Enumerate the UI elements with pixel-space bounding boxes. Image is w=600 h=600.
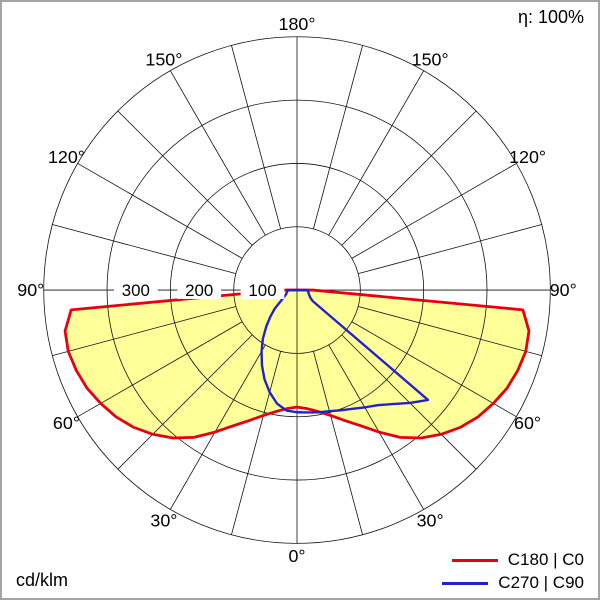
legend-line-blue — [442, 581, 489, 585]
efficiency-label: η: 100% — [517, 7, 584, 27]
legend-item-c270-c90: C270 | C90 — [442, 573, 584, 593]
grid-spoke — [117, 110, 253, 246]
tick-label-bg — [240, 280, 285, 300]
grid-spoke — [231, 45, 282, 229]
angle-label: 90° — [17, 280, 44, 300]
grid-spoke — [358, 224, 542, 275]
angle-label: 60° — [53, 413, 80, 433]
legend-item-c180-c0: C180 | C0 — [442, 550, 584, 570]
tick-label-bg — [177, 280, 222, 300]
angle-label: 0° — [288, 546, 305, 566]
angle-labels: 0° 30° 30° 60° 60° 90° 90° 120° 120° 150° 150° 180° — [17, 14, 576, 566]
angle-label: 120° — [509, 147, 546, 167]
polar-grid — [43, 36, 551, 544]
angle-label: 150° — [412, 49, 449, 69]
series-curve-0 — [63, 288, 531, 440]
angle-label: 180° — [279, 14, 316, 34]
grid-spoke — [341, 110, 477, 246]
grid-spoke — [52, 306, 236, 357]
angle-label: 30° — [150, 511, 177, 531]
grid-spoke — [77, 163, 243, 259]
legend-label-c180-c0: C180 | C0 — [507, 550, 584, 569]
grid-spoke — [231, 351, 282, 535]
grid-spoke — [313, 351, 363, 535]
grid-spoke — [170, 344, 266, 510]
radial-tick-label: 200 — [185, 281, 213, 300]
grid-spoke — [328, 344, 425, 510]
angle-label: 60° — [514, 413, 541, 433]
legend: C180 | C0 C270 | C90 — [442, 550, 584, 593]
angle-label: 120° — [48, 147, 85, 167]
grid-spoke — [170, 70, 266, 236]
grid-spoke — [77, 321, 243, 418]
grid-spoke — [328, 70, 425, 236]
grid-spoke — [351, 321, 517, 418]
radial-tick-label: 300 — [122, 281, 150, 300]
angle-label: 30° — [417, 511, 444, 531]
grid-spoke — [52, 224, 236, 275]
grid-spoke — [351, 163, 517, 259]
grid-spoke — [358, 306, 542, 357]
unit-label: cd/klm — [16, 570, 69, 590]
tick-label-bg — [113, 280, 158, 300]
legend-label-c270-c90: C270 | C90 — [498, 573, 584, 592]
grid-spoke — [313, 45, 363, 229]
legend-line-red — [451, 558, 498, 562]
angle-label: 150° — [145, 49, 182, 69]
grid-spoke — [117, 334, 253, 470]
angle-label: 90° — [550, 280, 577, 300]
radial-tick-labels: 100 200 300 — [113, 280, 285, 300]
radial-tick-label: 100 — [248, 281, 276, 300]
